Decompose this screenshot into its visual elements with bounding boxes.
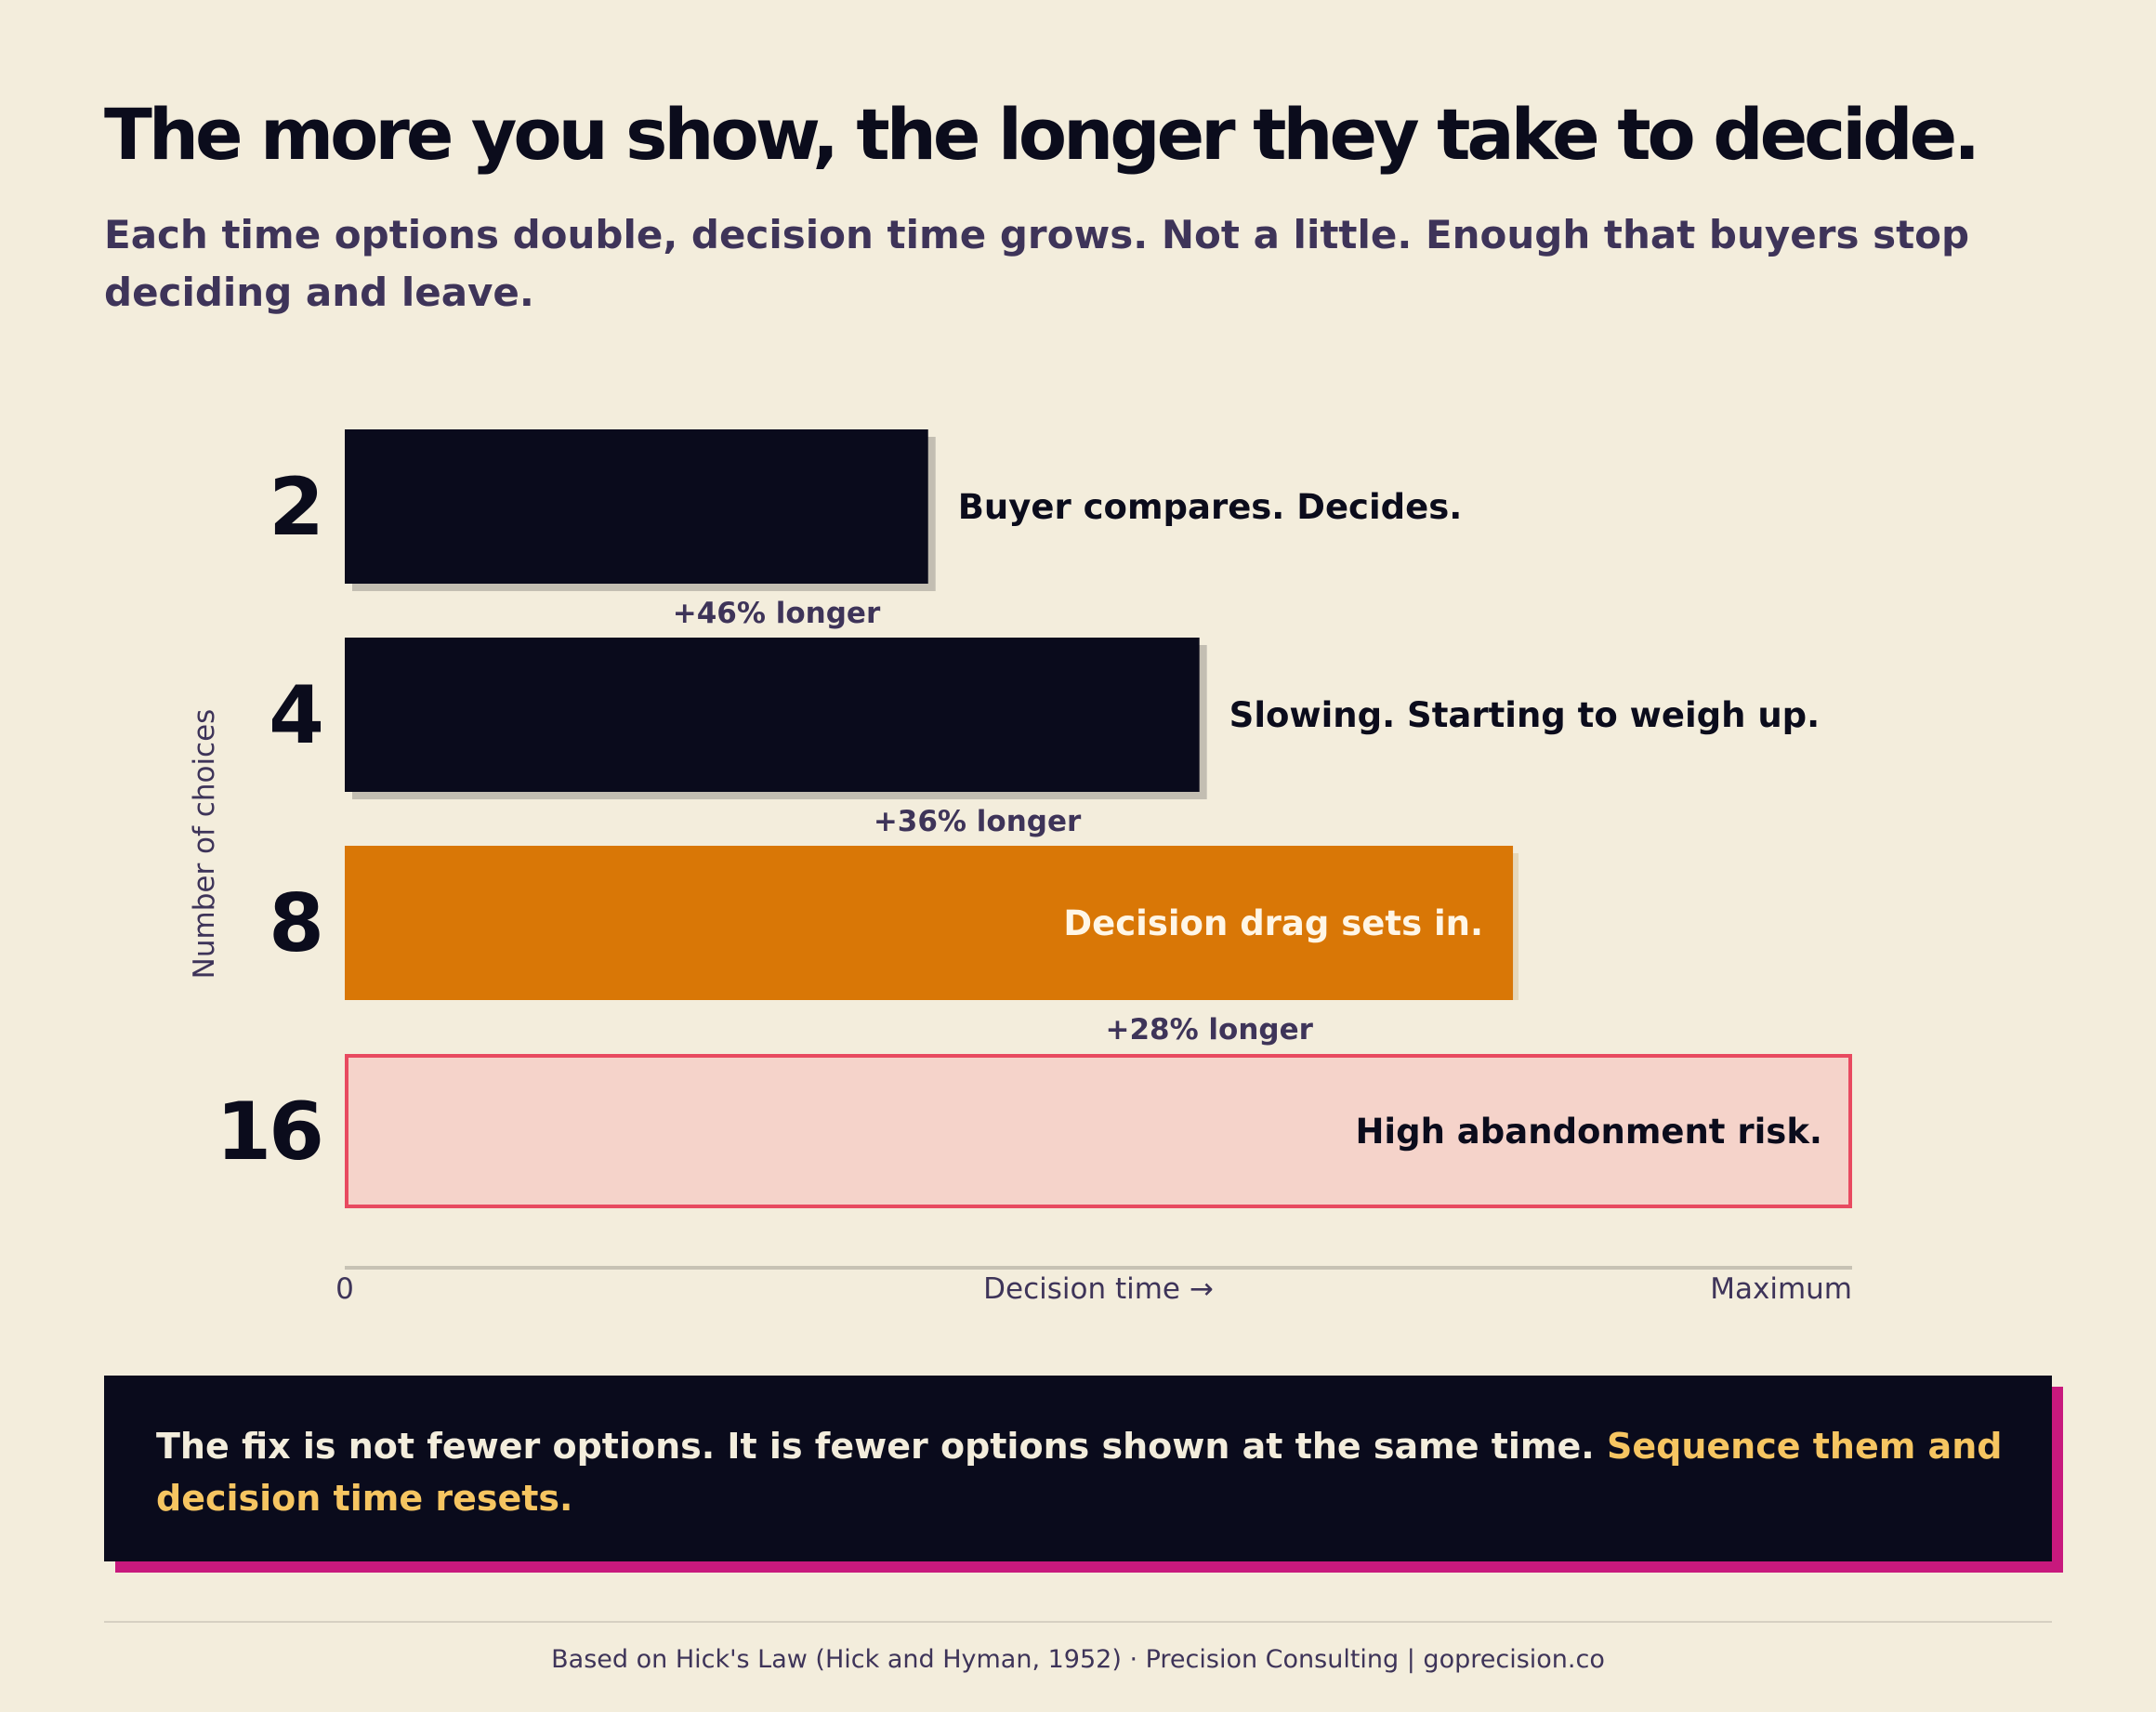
bar-2	[345, 429, 928, 584]
x-tick-max: Maximum	[1710, 1272, 1852, 1306]
category-label-2: 2	[269, 461, 322, 554]
category-label-8: 8	[269, 877, 322, 970]
bar-annotation-2: Buyer compares. Decides.	[958, 487, 1463, 527]
callout-highlight: Sequence them and decision time resets.	[156, 1426, 2003, 1519]
chart-title: The more you show, the longer they take …	[104, 93, 1980, 176]
x-axis-label: Decision time →	[983, 1272, 1214, 1306]
chart-subtitle: Each time options double, decision time …	[104, 212, 1970, 315]
bar-chart: Number of choices 2 Buyer compares. Decid…	[188, 429, 1852, 1306]
growth-label-8: +28% longer	[1105, 1013, 1313, 1047]
footer-divider	[104, 1621, 2052, 1623]
bar-annotation-4: Slowing. Starting to weigh up.	[1229, 695, 1821, 735]
bar-4	[345, 638, 1200, 792]
callout-main: The fix is not fewer options. It is fewe…	[156, 1426, 1595, 1467]
bar-8	[345, 846, 1514, 1000]
category-label-16: 16	[216, 1086, 322, 1179]
bar-annotation-8: Decision drag sets in.	[1063, 903, 1483, 943]
bars-group: 2 Buyer compares. Decides. +46% longer 4 Slo…	[216, 429, 1852, 1208]
bar-shadow-8	[1513, 853, 1519, 1000]
category-label-4: 4	[269, 669, 322, 762]
x-tick-min: 0	[335, 1272, 354, 1306]
footer-credit: Based on Hick's Law (Hick and Hyman, 195…	[551, 1645, 1605, 1674]
callout-text: The fix is not fewer options. It is fewe…	[156, 1420, 2005, 1524]
callout-box: The fix is not fewer options. It is fewe…	[104, 1376, 2052, 1561]
bar-16	[345, 1054, 1852, 1208]
bar-annotation-16: High abandonment risk.	[1355, 1112, 1822, 1152]
y-axis-label: Number of choices	[188, 709, 221, 980]
growth-label-4: +36% longer	[874, 805, 1082, 838]
growth-label-2: +46% longer	[673, 597, 881, 630]
